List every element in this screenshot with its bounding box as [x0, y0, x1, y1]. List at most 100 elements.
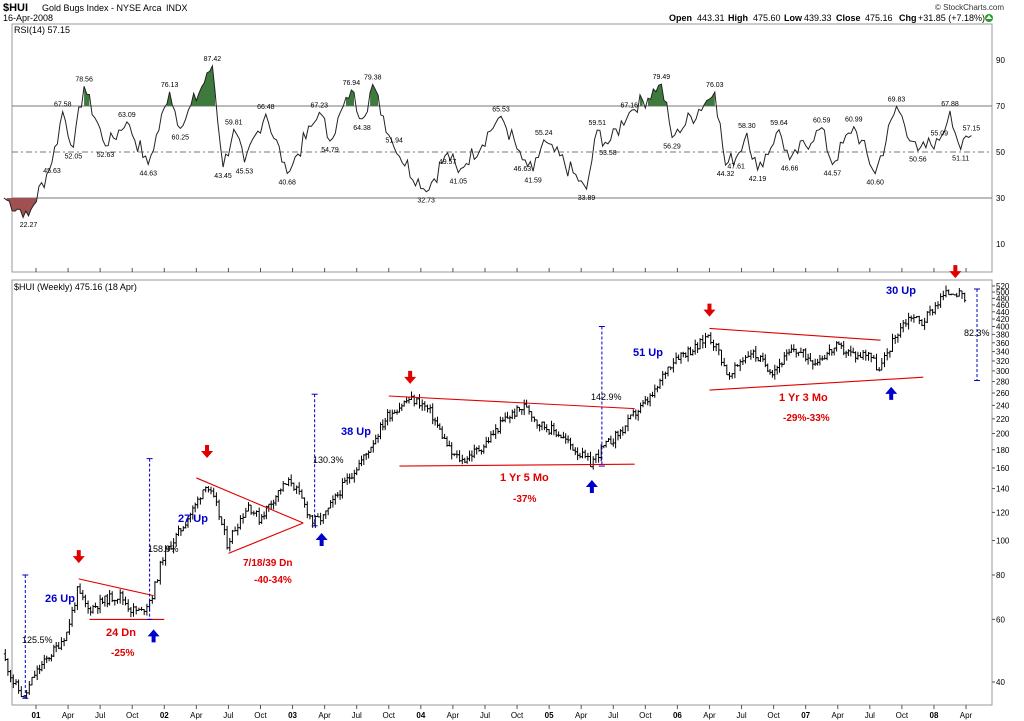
rsi-value-label: 67.16 — [621, 103, 639, 110]
chart-annotation: -40-34% — [254, 575, 292, 586]
rsi-value-label: 42.19 — [749, 176, 767, 183]
rsi-value-label: 66.48 — [257, 104, 275, 111]
trendline — [388, 395, 635, 410]
chart-annotation: 82.3% — [964, 328, 990, 338]
x-axis-tick: Jul — [352, 711, 362, 720]
trendline — [709, 327, 881, 341]
price-axis-tick: 440 — [996, 308, 1010, 317]
chart-annotation: 51 Up — [633, 347, 663, 359]
x-axis-tick: Oct — [126, 711, 139, 720]
price-axis-tick: 260 — [996, 389, 1010, 398]
rsi-value-label: 58.30 — [738, 123, 756, 130]
open-label: Open — [669, 13, 692, 23]
rsi-value-label: 22.27 — [20, 222, 38, 229]
header-exchange: INDX — [166, 3, 188, 13]
rsi-value-label: 65.53 — [492, 106, 510, 113]
rsi-value-label: 60.99 — [845, 117, 863, 124]
rsi-value-label: 78.56 — [75, 76, 93, 83]
price-axis-tick: 320 — [996, 357, 1010, 366]
chart-annotation: -29%-33% — [783, 413, 830, 424]
close-label: Close — [836, 13, 861, 23]
x-axis-tick: Oct — [896, 711, 909, 720]
rsi-value-label: 50.56 — [909, 157, 927, 164]
chart-annotation: 158.9% — [148, 544, 179, 554]
rsi-value-label: 57.15 — [963, 126, 981, 133]
rsi-label: RSI(14) 57.15 — [14, 25, 70, 35]
header-symbol: $HUI — [3, 2, 28, 14]
rsi-value-label: 47.61 — [727, 163, 745, 170]
rsi-value-label: 52.63 — [97, 152, 115, 159]
x-axis-tick: Apr — [447, 711, 460, 720]
rsi-value-label: 55.09 — [931, 130, 949, 137]
price-axis-tick: 420 — [996, 315, 1010, 324]
chart-annotation: 7/18/39 Dn — [243, 558, 292, 569]
header-date: 16-Apr-2008 — [3, 13, 53, 23]
chart-annotation: -37% — [513, 494, 536, 505]
chart-annotation: 24 Dn — [106, 627, 136, 639]
trendline — [709, 376, 924, 391]
down-arrow-icon — [404, 370, 417, 384]
rsi-value-label: 59.64 — [770, 120, 788, 127]
rsi-value-label: 69.83 — [888, 96, 906, 103]
rsi-overbought-fill — [191, 65, 216, 106]
price-axis-tick: 520 — [996, 282, 1010, 291]
x-axis-tick: 02 — [160, 711, 169, 720]
rsi-value-label: 79.49 — [653, 74, 671, 81]
up-arrow-icon — [147, 629, 160, 643]
rsi-value-label: 53.58 — [599, 150, 617, 157]
rsi-value-label: 45.63 — [43, 168, 61, 175]
rsi-value-label: 44.57 — [824, 170, 842, 177]
rsi-value-label: 33.89 — [578, 195, 596, 202]
rsi-value-label: 41.05 — [449, 179, 467, 186]
down-arrow-icon — [703, 303, 716, 317]
rsi-value-label: 46.63 — [514, 166, 532, 173]
price-axis-tick: 280 — [996, 378, 1010, 387]
trendline — [399, 463, 635, 467]
rsi-overbought-fill — [640, 94, 643, 106]
rsi-value-label: 44.32 — [717, 171, 735, 178]
x-axis-tick: Jul — [480, 711, 490, 720]
chart-annotation: -25% — [111, 648, 134, 659]
price-axis-tick: 40 — [996, 678, 1005, 687]
price-axis-tick: 500 — [996, 288, 1010, 297]
x-axis-tick: Oct — [383, 711, 396, 720]
rsi-value-label: 67.58 — [54, 102, 72, 109]
rsi-value-label: 46.66 — [781, 166, 799, 173]
rsi-axis-tick: 50 — [996, 148, 1005, 157]
rsi-value-label: 60.25 — [172, 134, 190, 141]
price-axis-tick: 480 — [996, 294, 1010, 303]
rsi-value-label: 32.73 — [417, 198, 435, 205]
chart-annotation: 125.5% — [22, 635, 53, 645]
price-axis-tick: 120 — [996, 508, 1010, 517]
rsi-value-label: 87.42 — [204, 56, 222, 63]
chart-annotation: 130.3% — [313, 455, 344, 465]
rsi-value-label: 51.11 — [952, 155, 969, 162]
chart-annotation: 30 Up — [886, 285, 916, 297]
chart-annotation: 1 Yr 3 Mo — [779, 392, 828, 404]
rsi-value-label: 43.45 — [214, 173, 232, 180]
x-axis-tick: Jul — [223, 711, 233, 720]
rsi-value-label: 76.94 — [343, 80, 361, 87]
price-axis-tick: 140 — [996, 485, 1010, 494]
x-axis-tick: Jul — [736, 711, 746, 720]
trendline — [196, 477, 304, 524]
rsi-value-label: 52.05 — [65, 153, 83, 160]
rsi-axis-tick: 90 — [996, 56, 1005, 65]
x-axis-tick: Apr — [832, 711, 845, 720]
header-name: Gold Bugs Index - NYSE Arca — [42, 3, 162, 13]
x-axis-tick: 06 — [673, 711, 682, 720]
rsi-value-label: 76.03 — [706, 82, 724, 89]
x-axis-tick: 08 — [930, 711, 939, 720]
rsi-overbought-fill — [346, 90, 354, 106]
rsi-value-label: 44.63 — [139, 170, 157, 177]
x-axis-tick: 01 — [32, 711, 41, 720]
close-value: 475.16 — [865, 13, 893, 23]
price-bar — [6, 658, 10, 676]
x-axis-tick: Apr — [575, 711, 588, 720]
price-bar — [963, 292, 967, 303]
rsi-panel: RSI(14) 57.15 22.27 45.63 67.58 52.05 78.56 5… — [3, 23, 1005, 273]
rsi-value-label: 54.79 — [321, 147, 339, 154]
rsi-value-label: 79.38 — [364, 74, 382, 81]
x-axis-tick: 07 — [801, 711, 810, 720]
